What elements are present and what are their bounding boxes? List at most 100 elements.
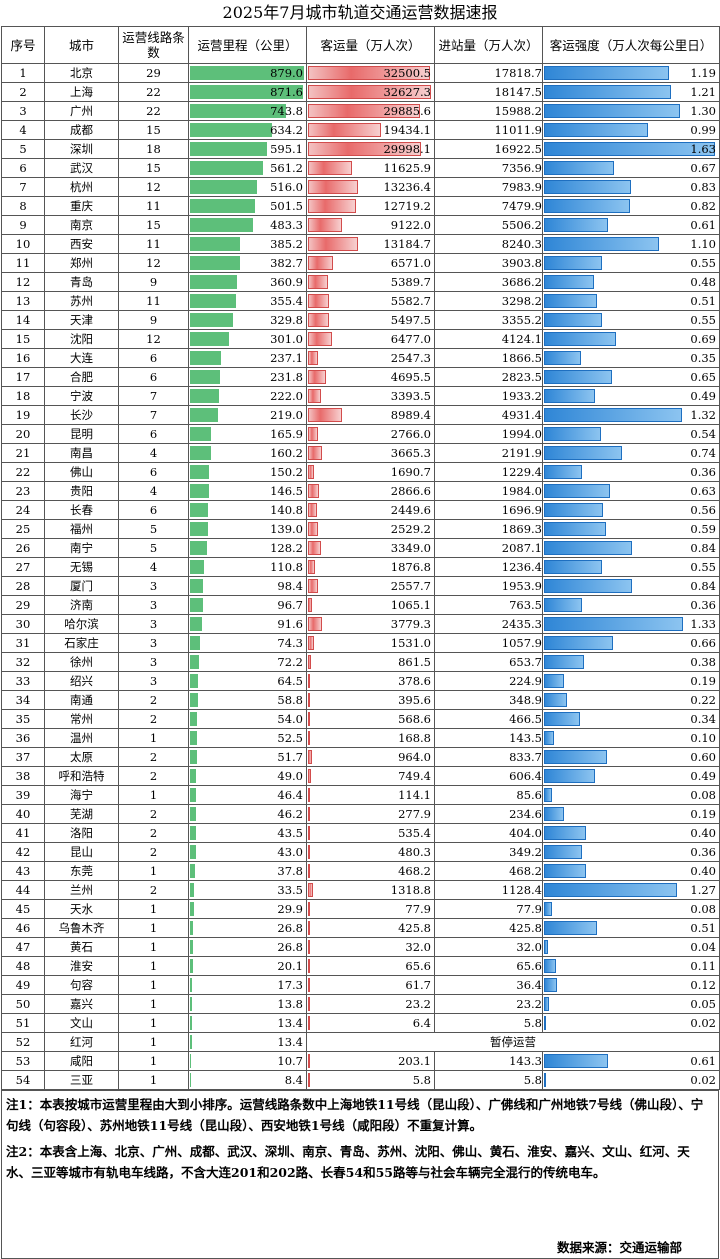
intensity-value: 0.19: [690, 807, 716, 821]
ridership-bar: [308, 769, 311, 783]
ridership-value: 2866.6: [390, 484, 431, 498]
cell-mileage: 29.9: [188, 899, 307, 919]
mileage-value: 26.8: [277, 940, 303, 954]
intensity-bar: [544, 636, 613, 650]
mileage-value: 222.0: [270, 389, 303, 403]
intensity-value: 0.36: [690, 598, 716, 612]
intensity-value: 1.63: [690, 142, 716, 156]
cell-city: 文山: [44, 1013, 119, 1033]
cell-ridership: 5389.7: [306, 272, 435, 292]
cell-mileage: 13.4: [188, 1032, 307, 1052]
mileage-bar: [190, 636, 200, 650]
cell-lines: 2: [118, 690, 189, 710]
mileage-value: 58.8: [277, 693, 303, 707]
cell-seq: 40: [1, 804, 45, 824]
cell-ridership: 1065.1: [306, 595, 435, 615]
ridership-bar: [308, 408, 342, 422]
table-row: 20 昆明 6 165.9 2766.0 1994.0 0.54: [1, 424, 720, 444]
ridership-value: 29885.6: [383, 104, 431, 118]
cell-entries: 2823.5: [434, 367, 543, 387]
intensity-value: 0.84: [690, 579, 716, 593]
table-row: 36 温州 1 52.5 168.8 143.5 0.10: [1, 728, 720, 748]
intensity-value: 1.32: [690, 408, 716, 422]
intensity-bar: [544, 161, 614, 175]
cell-mileage: 128.2: [188, 538, 307, 558]
mileage-bar: [190, 731, 197, 745]
table-row: 22 佛山 6 150.2 1690.7 1229.4 0.36: [1, 462, 720, 482]
cell-lines: 9: [118, 272, 189, 292]
cell-lines: 2: [118, 709, 189, 729]
cell-seq: 16: [1, 348, 45, 368]
ridership-bar: [308, 617, 322, 631]
cell-ridership: 3393.5: [306, 386, 435, 406]
cell-entries: 143.3: [434, 1051, 543, 1071]
cell-intensity: 0.02: [542, 1013, 720, 1033]
cell-seq: 10: [1, 234, 45, 254]
cell-seq: 53: [1, 1051, 45, 1071]
cell-intensity: 0.66: [542, 633, 720, 653]
intensity-bar: [544, 978, 557, 992]
mileage-value: 51.7: [277, 750, 303, 764]
cell-seq: 44: [1, 880, 45, 900]
cell-entries: 17818.7: [434, 63, 543, 83]
mileage-value: 13.4: [277, 1016, 303, 1030]
mileage-value: 13.8: [277, 997, 303, 1011]
ridership-bar: [308, 104, 420, 118]
ridership-value: 168.8: [398, 731, 431, 745]
cell-city: 东莞: [44, 861, 119, 881]
table-row: 25 福州 5 139.0 2529.2 1869.3 0.59: [1, 519, 720, 539]
intensity-bar: [544, 617, 683, 631]
cell-city: 徐州: [44, 652, 119, 672]
cell-entries: 234.6: [434, 804, 543, 824]
cell-mileage: 140.8: [188, 500, 307, 520]
cell-seq: 19: [1, 405, 45, 425]
mileage-bar: [190, 788, 196, 802]
cell-entries: 348.9: [434, 690, 543, 710]
ridership-bar: [308, 66, 430, 80]
intensity-value: 0.36: [690, 845, 716, 859]
cell-lines: 3: [118, 633, 189, 653]
intensity-bar: [544, 788, 552, 802]
intensity-bar: [544, 446, 622, 460]
cell-seq: 47: [1, 937, 45, 957]
cell-ridership: 61.7: [306, 975, 435, 995]
cell-ridership: 3349.0: [306, 538, 435, 558]
ridership-value: 32.0: [405, 940, 431, 954]
cell-intensity: 0.61: [542, 1051, 720, 1071]
intensity-value: 0.56: [690, 503, 716, 517]
cell-seq: 52: [1, 1032, 45, 1052]
ridership-value: 1876.8: [390, 560, 431, 574]
cell-entries: 1057.9: [434, 633, 543, 653]
mileage-bar: [190, 940, 193, 954]
cell-mileage: 20.1: [188, 956, 307, 976]
cell-ridership: 2766.0: [306, 424, 435, 444]
cell-entries: 4124.1: [434, 329, 543, 349]
table-row: 42 昆山 2 43.0 480.3 349.2 0.36: [1, 842, 720, 862]
cell-seq: 33: [1, 671, 45, 691]
table-row: 3 广州 22 743.8 29885.6 15988.2 1.30: [1, 101, 720, 121]
cell-lines: 22: [118, 101, 189, 121]
intensity-value: 0.63: [690, 484, 716, 498]
table-row: 21 南昌 4 160.2 3665.3 2191.9 0.74: [1, 443, 720, 463]
intensity-bar: [544, 218, 608, 232]
cell-entries: 1953.9: [434, 576, 543, 596]
cell-intensity: 0.36: [542, 842, 720, 862]
ridership-value: 2766.0: [390, 427, 431, 441]
cell-seq: 36: [1, 728, 45, 748]
mileage-bar: [190, 218, 253, 232]
intensity-value: 0.48: [690, 275, 716, 289]
cell-lines: 18: [118, 139, 189, 159]
mileage-value: 871.6: [270, 85, 303, 99]
data-source: 数据来源：交通运输部: [556, 1240, 682, 1255]
ridership-value: 2529.2: [390, 522, 431, 536]
mileage-bar: [190, 579, 203, 593]
mileage-bar: [190, 1073, 191, 1087]
cell-seq: 28: [1, 576, 45, 596]
cell-ridership: 9122.0: [306, 215, 435, 235]
ridership-value: 2557.7: [390, 579, 431, 593]
cell-lines: 4: [118, 443, 189, 463]
cell-mileage: 222.0: [188, 386, 307, 406]
cell-seq: 26: [1, 538, 45, 558]
cell-intensity: 0.19: [542, 804, 720, 824]
intensity-bar: [544, 921, 597, 935]
